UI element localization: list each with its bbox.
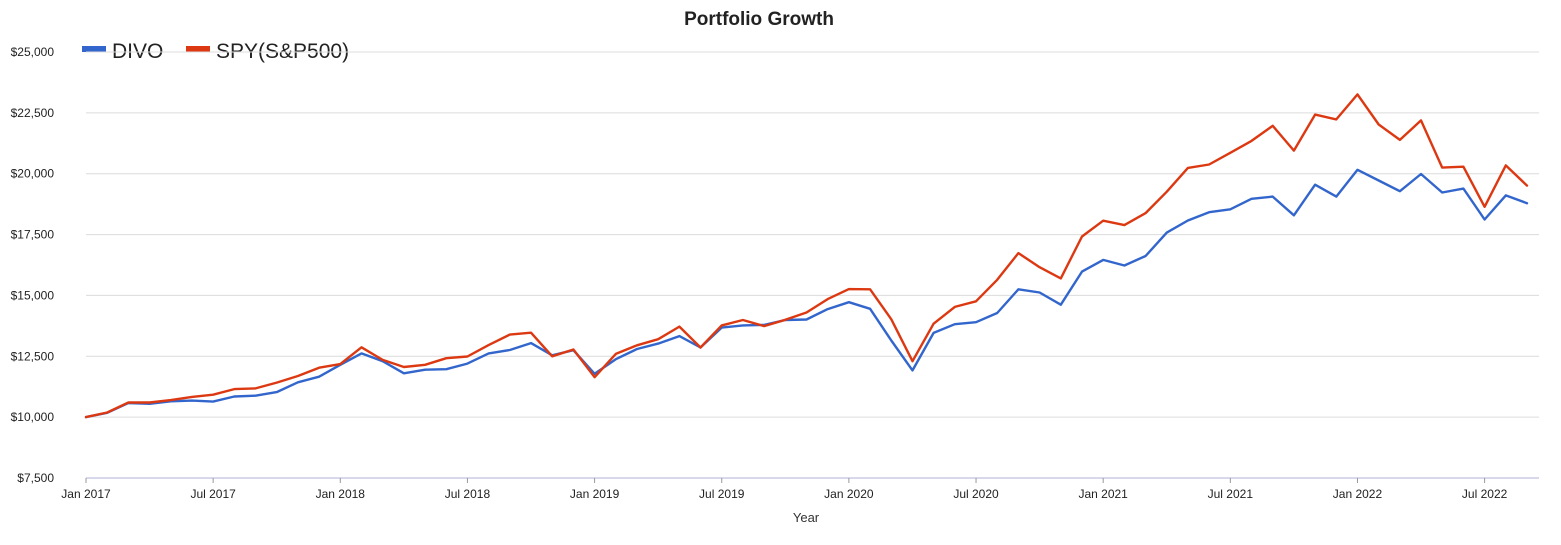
- series-lines: [84, 93, 1529, 419]
- y-tick-label: $20,000: [11, 167, 55, 181]
- x-axis-tick-labels: Jan 2017 Jul 2017 Jan 2018 Jul 2018 Jan 2019…: [61, 478, 1508, 501]
- series-line-divo: [84, 168, 1529, 419]
- y-tick-label: $25,000: [11, 45, 55, 59]
- x-tick-label: Jul 2019: [699, 487, 745, 501]
- y-axis-tick-labels: $7,500 $10,000 $12,500 $15,000 $17,500 $20,00…: [11, 45, 55, 485]
- y-tick-label: $17,500: [11, 228, 55, 242]
- x-tick-label: Jan 2021: [1078, 487, 1128, 501]
- y-tick-label: $7,500: [17, 471, 54, 485]
- chart-title: Portfolio Growth: [684, 9, 834, 30]
- x-tick-label: Jan 2018: [316, 487, 366, 501]
- y-tick-label: $12,500: [11, 349, 55, 363]
- x-tick-label: Jul 2021: [1208, 487, 1254, 501]
- series-line-spy-s-p500: [84, 93, 1529, 419]
- x-axis-title: Year: [793, 510, 820, 525]
- x-tick-label: Jan 2019: [570, 487, 620, 501]
- x-tick-label: Jan 2022: [1333, 487, 1383, 501]
- y-tick-label: $22,500: [11, 106, 55, 120]
- y-tick-label: $10,000: [11, 410, 55, 424]
- legend-swatch: [186, 46, 210, 52]
- x-tick-label: Jul 2022: [1462, 487, 1508, 501]
- x-tick-label: Jan 2020: [824, 487, 874, 501]
- x-tick-label: Jul 2018: [445, 487, 491, 501]
- x-tick-label: Jul 2017: [190, 487, 236, 501]
- y-tick-label: $15,000: [11, 288, 55, 302]
- x-tick-label: Jan 2017: [61, 487, 111, 501]
- gridlines: [86, 51, 1539, 479]
- x-tick-label: Jul 2020: [953, 487, 999, 501]
- legend-swatch: [82, 46, 106, 52]
